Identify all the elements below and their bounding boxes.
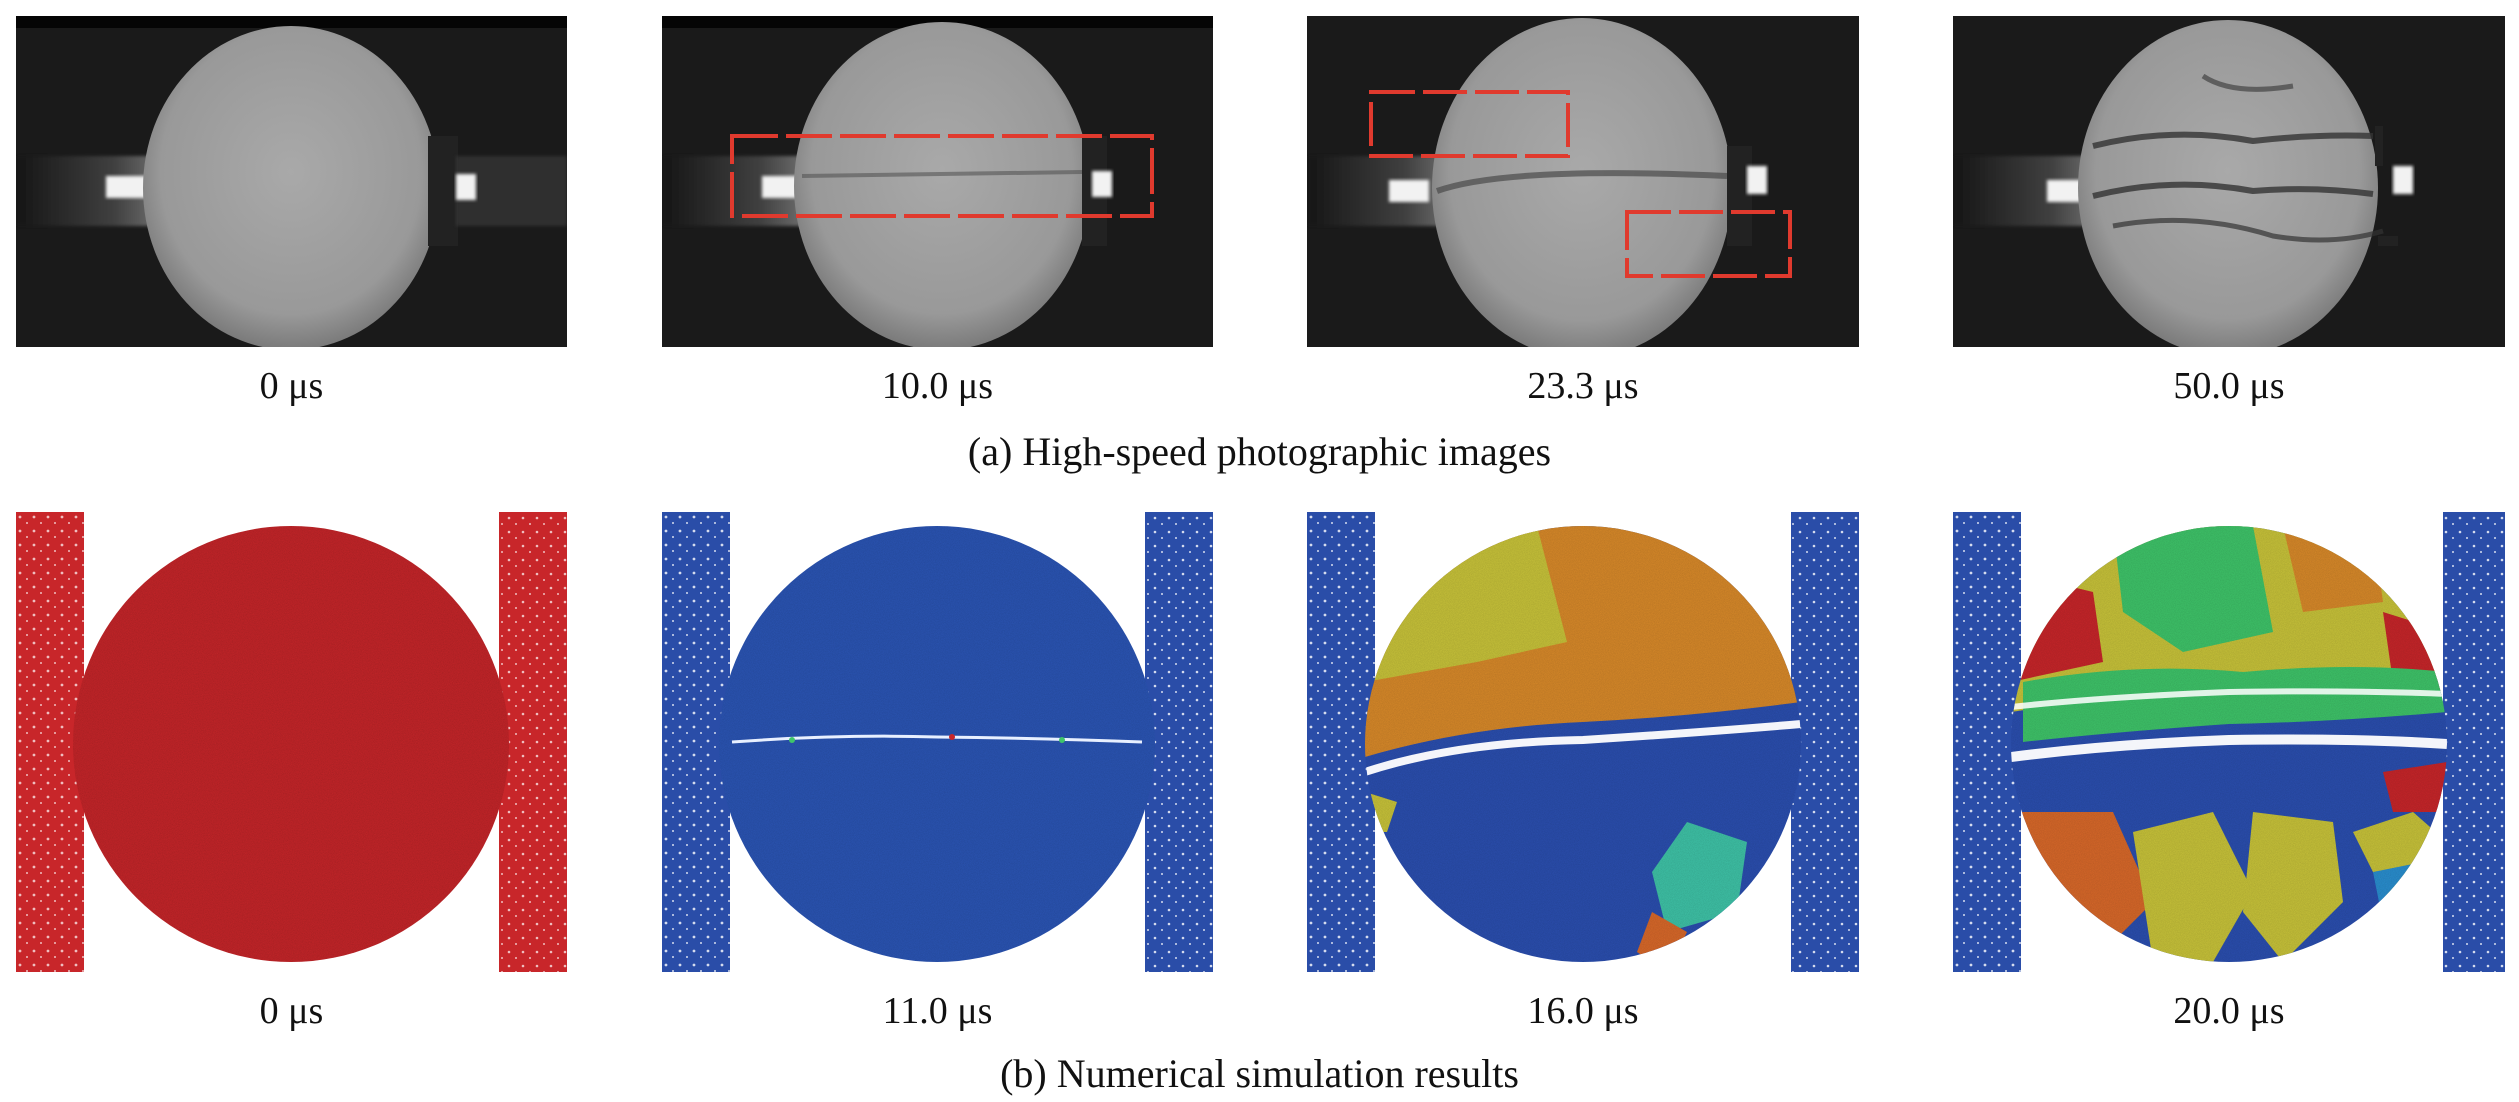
simulation-frame-20us xyxy=(1953,512,2505,972)
photo-frame-23us xyxy=(1307,16,1859,347)
caption-simulation: (b) Numerical simulation results xyxy=(1000,1051,1519,1096)
crack-highlight-box xyxy=(730,134,1154,218)
simulation-time-label: 20.0 μs xyxy=(2173,990,2285,1032)
photo-time-label: 23.3 μs xyxy=(1527,365,1639,407)
photo-time-label: 50.0 μs xyxy=(2173,365,2285,407)
simulation-frame-11us xyxy=(662,512,1213,972)
simulation-frame-0us xyxy=(16,512,567,972)
photo-time-label: 0 μs xyxy=(259,365,324,407)
crack-highlight-box-lower xyxy=(1625,210,1792,278)
photo-frame-50us xyxy=(1953,16,2505,347)
photo-frame-0us xyxy=(16,16,567,347)
caption-photographic: (a) High-speed photographic images xyxy=(967,429,1552,474)
simulation-time-label: 16.0 μs xyxy=(1527,990,1639,1032)
simulation-time-label: 11.0 μs xyxy=(882,990,993,1032)
photo-frame-10us xyxy=(662,16,1213,347)
simulation-frame-16us xyxy=(1307,512,1859,972)
photo-time-label: 10.0 μs xyxy=(881,365,994,407)
simulation-time-label: 0 μs xyxy=(259,990,324,1032)
crack-highlight-box-upper xyxy=(1369,90,1570,158)
